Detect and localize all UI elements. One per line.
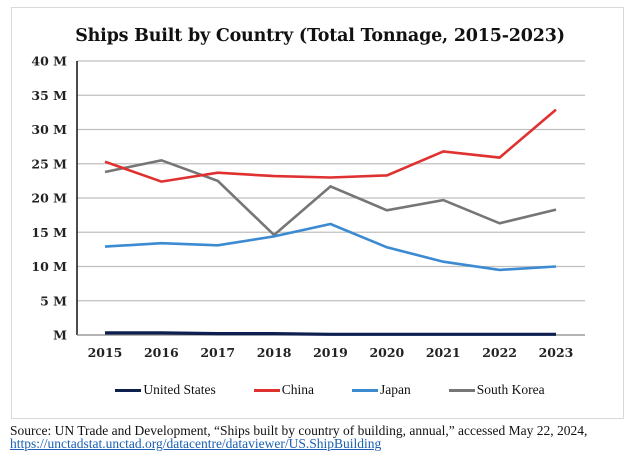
legend-swatch xyxy=(254,389,280,392)
series-line-china xyxy=(105,110,556,182)
legend-item: South Korea xyxy=(449,382,545,398)
y-tick-label: 40 M xyxy=(31,54,67,69)
series-line-united-states xyxy=(105,333,556,334)
y-tick-label: 35 M xyxy=(31,88,67,103)
x-tick-label: 2020 xyxy=(369,345,404,360)
y-tick-label: 10 M xyxy=(31,259,67,274)
legend-label: China xyxy=(282,382,314,398)
legend-item: United States xyxy=(115,382,215,398)
y-tick-label: 20 M xyxy=(31,191,67,206)
legend-label: South Korea xyxy=(477,382,545,398)
source-link[interactable]: https://unctadstat.unctad.org/datacentre… xyxy=(10,436,381,452)
legend-swatch xyxy=(115,389,141,392)
y-tick-label: 30 M xyxy=(31,122,67,137)
x-tick-label: 2022 xyxy=(482,345,517,360)
x-axis-ticks: 2015 2016 2017 2018 2019 2020 2021 2022 2023 xyxy=(88,345,574,360)
x-tick-label: 2023 xyxy=(539,345,574,360)
y-axis-ticks: M 5 M 10 M 15 M 20 M 25 M 30 M 35 M 40 M xyxy=(31,54,67,343)
y-tick-label: 25 M xyxy=(31,156,67,171)
y-tick-label: 5 M xyxy=(40,293,67,308)
y-tick-label: M xyxy=(53,328,67,343)
legend-swatch xyxy=(449,389,475,392)
x-tick-label: 2016 xyxy=(144,345,179,360)
y-tick-label: 15 M xyxy=(31,225,67,240)
x-tick-label: 2015 xyxy=(88,345,123,360)
x-tick-label: 2021 xyxy=(426,345,461,360)
legend-label: United States xyxy=(143,382,215,398)
series-line-japan xyxy=(105,224,556,270)
gridlines xyxy=(77,61,585,301)
legend-item: Japan xyxy=(352,382,411,398)
legend: United States China Japan South Korea xyxy=(0,382,640,398)
x-tick-label: 2018 xyxy=(257,345,292,360)
x-tick-label: 2017 xyxy=(200,345,235,360)
x-tick-label: 2019 xyxy=(313,345,348,360)
legend-item: China xyxy=(254,382,314,398)
legend-label: Japan xyxy=(380,382,411,398)
legend-swatch xyxy=(352,389,378,392)
